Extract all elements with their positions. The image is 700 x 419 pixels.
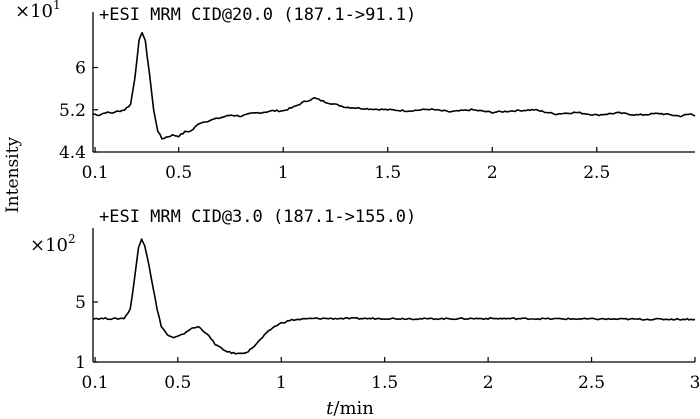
y-axis-label: Intensity — [3, 137, 23, 213]
series-line-1 — [92, 238, 696, 355]
x-tick-label: 2 — [483, 373, 494, 393]
panel-2: +ESI MRM CID@3.0 (187.1->155.0)×102510.1… — [30, 207, 700, 393]
x-tick-label: 1 — [276, 373, 287, 393]
panel-title: +ESI MRM CID@20.0 (187.1->91.1) — [99, 5, 416, 25]
x-tick-label: 2.5 — [578, 373, 605, 393]
scale-factor-label: ×101 — [15, 0, 61, 22]
x-axis-label: t/min — [326, 398, 374, 419]
panel-title: +ESI MRM CID@3.0 (187.1->155.0) — [99, 207, 416, 227]
x-tick-label: 3 — [690, 373, 700, 393]
x-axis-label-variable: t — [326, 398, 334, 419]
x-tick-label: 0.5 — [164, 373, 191, 393]
x-tick-label: 1 — [278, 163, 289, 183]
x-tick-label: 2 — [487, 163, 498, 183]
scale-factor-base: ×10 — [30, 235, 68, 256]
y-tick-label: 4.4 — [59, 143, 86, 163]
y-tick-label: 5 — [75, 293, 86, 313]
scale-factor-base: ×10 — [15, 1, 53, 22]
scale-factor-exponent: 2 — [68, 232, 76, 246]
x-tick-label: 0.1 — [82, 373, 109, 393]
x-tick-label: 1.5 — [371, 373, 398, 393]
x-axis-label-unit: /min — [333, 398, 374, 419]
x-tick-label: 0.5 — [165, 163, 192, 183]
x-tick-label: 1.5 — [374, 163, 401, 183]
series-line-1 — [92, 31, 696, 140]
panel-1: +ESI MRM CID@20.0 (187.1->91.1)×10165.24… — [15, 0, 696, 183]
y-tick-label: 5.2 — [59, 101, 86, 121]
y-tick-label: 6 — [75, 59, 86, 79]
scale-factor-exponent: 1 — [53, 0, 61, 12]
scale-factor-label: ×102 — [30, 232, 76, 256]
x-tick-label: 2.5 — [583, 163, 610, 183]
x-tick-label: 0.1 — [82, 163, 109, 183]
y-tick-label: 1 — [75, 353, 86, 373]
